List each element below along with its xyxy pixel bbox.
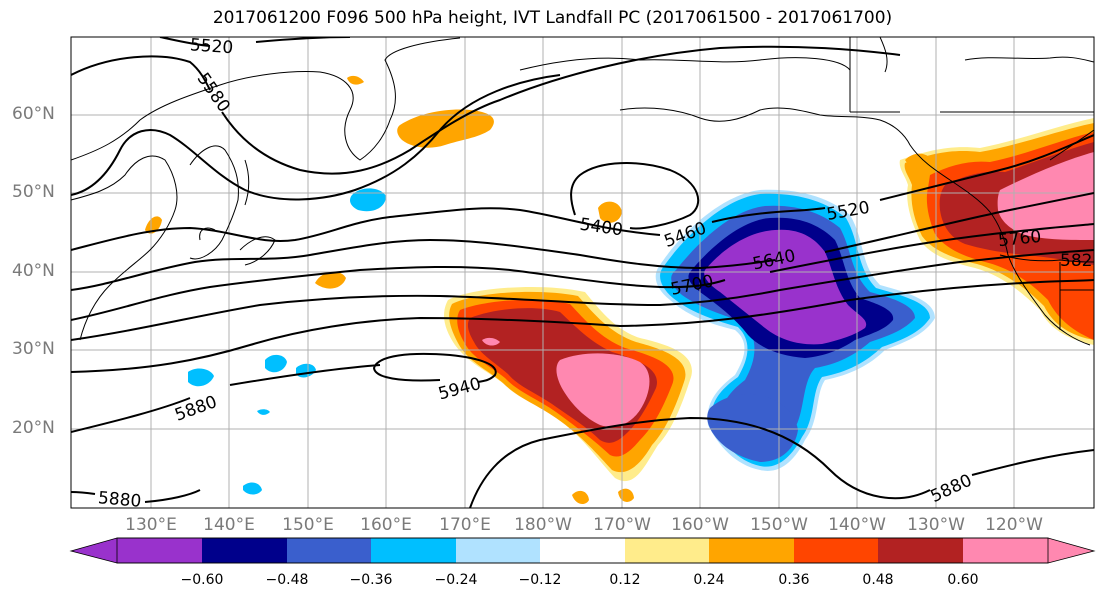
colorbar-extend-max [1048, 538, 1094, 563]
colorbar-swatch [287, 538, 371, 563]
contour-label: 5880 [97, 488, 142, 512]
colorbar-tick-label: −0.60 [180, 572, 224, 588]
colorbar-swatch [625, 538, 709, 563]
colorbar-swatch [878, 538, 963, 563]
lon-label: 150°W [750, 515, 808, 535]
colorbar-swatch [117, 538, 202, 563]
ivt-positive-anomaly-west-coast [899, 118, 1094, 345]
colorbar-swatch [540, 538, 625, 563]
colorbar-tick-label: 0.48 [862, 572, 894, 588]
map-frame [70, 36, 1095, 509]
lon-label: 140°W [828, 515, 886, 535]
colorbar-swatch [709, 538, 794, 563]
height-contours [71, 37, 1094, 508]
colorbar [69, 537, 1096, 564]
colorbar-extend-min [71, 538, 117, 563]
lon-label: 150°E [282, 515, 334, 535]
colorbar-swatch [456, 538, 540, 563]
map-title: 2017061200 F096 500 hPa height, IVT Land… [212, 8, 893, 28]
lon-label: 170°E [439, 515, 491, 535]
contour-label: 5760 [997, 227, 1042, 251]
ivt-positive-anomaly-small [145, 75, 935, 505]
colorbar-swatch [794, 538, 878, 563]
lat-label: 30°N [12, 339, 55, 359]
contour-label: 5520 [189, 35, 234, 58]
lon-label: 120°W [985, 515, 1043, 535]
colorbar-tick-label: −0.48 [265, 572, 309, 588]
lon-label: 130°W [907, 515, 965, 535]
lat-label: 60°N [12, 104, 55, 124]
colorbar-tick-label: 0.24 [693, 572, 725, 588]
colorbar-tick-label: −0.36 [349, 572, 393, 588]
colorbar-tick-label: 0.36 [778, 572, 810, 588]
colorbar-swatch [202, 538, 287, 563]
lon-label: 180°W [514, 515, 572, 535]
colorbar-tick-label: −0.12 [518, 572, 562, 588]
lon-label: 130°E [125, 515, 177, 535]
colorbar-tick-label: 0.60 [947, 572, 979, 588]
lon-label: 160°W [671, 515, 729, 535]
lon-label: 170°W [593, 515, 651, 535]
graticule [71, 37, 1094, 508]
colorbar-tick-label: −0.24 [434, 572, 478, 588]
lon-label: 140°E [203, 515, 255, 535]
lat-label: 40°N [12, 261, 55, 281]
colorbar-swatch [371, 538, 456, 563]
lon-label: 160°E [360, 515, 412, 535]
contour-label: 5820 [1060, 251, 1103, 271]
colorbar-swatch [963, 538, 1048, 563]
lat-label: 50°N [12, 182, 55, 202]
colorbar-tick-label: 0.12 [609, 572, 641, 588]
lat-label: 20°N [12, 418, 55, 438]
ivt-positive-anomaly-central [444, 286, 692, 482]
ivt-negative-anomaly [188, 188, 935, 495]
